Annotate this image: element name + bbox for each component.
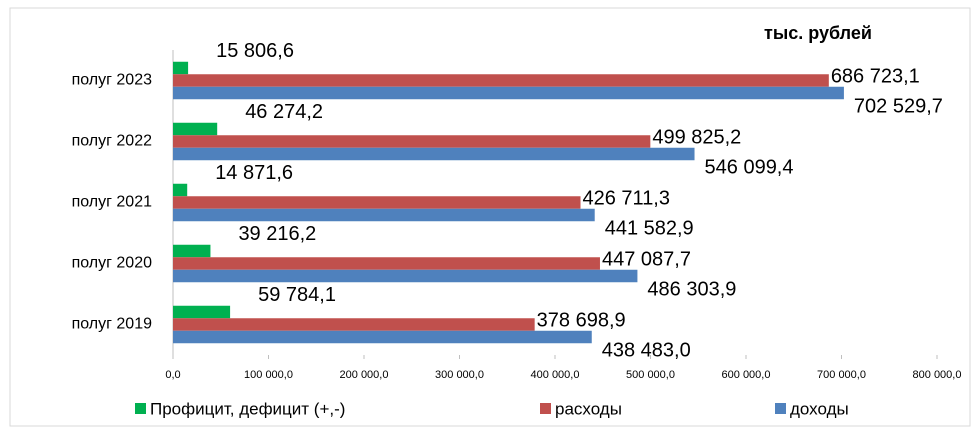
x-tick-label: 700 000,0 — [817, 369, 866, 381]
bar — [173, 208, 595, 222]
value-label: 686 723,1 — [831, 66, 920, 88]
x-tick-label: 300 000,0 — [435, 369, 484, 381]
value-label: 378 698,9 — [537, 310, 626, 332]
legend-swatch — [540, 403, 551, 414]
bar — [173, 305, 231, 319]
legend-label: Профицит, дефицит (+,-) — [150, 399, 345, 418]
y-tick-label: полуг 2020 — [72, 255, 153, 272]
bar — [173, 122, 218, 136]
bar — [173, 330, 592, 344]
legend-swatch — [135, 403, 146, 414]
value-label: 59 784,1 — [258, 284, 336, 306]
bar — [173, 183, 188, 197]
legend-label: доходы — [790, 399, 849, 418]
bar — [173, 86, 844, 100]
y-tick-label: полуг 2023 — [72, 72, 153, 89]
bar — [173, 269, 638, 283]
y-tick-label: полуг 2021 — [72, 194, 153, 211]
legend-label: расходы — [555, 399, 622, 418]
value-label: 486 303,9 — [647, 279, 736, 301]
bar — [173, 257, 600, 270]
value-label: 499 825,2 — [652, 127, 741, 149]
x-tick-label: 200 000,0 — [340, 369, 389, 381]
x-tick-label: 400 000,0 — [531, 369, 580, 381]
value-label: 447 087,7 — [602, 249, 691, 271]
bar — [173, 196, 581, 209]
value-label: 46 274,2 — [245, 101, 323, 123]
x-tick-label: 600 000,0 — [722, 369, 771, 381]
bar — [173, 147, 695, 161]
x-tick-label: 500 000,0 — [626, 369, 675, 381]
y-tick-label: полуг 2022 — [72, 133, 153, 150]
value-label: 546 099,4 — [705, 157, 794, 179]
value-label: 39 216,2 — [238, 223, 316, 245]
x-tick-label: 100 000,0 — [244, 369, 293, 381]
bar — [173, 61, 189, 75]
y-tick-label: полуг 2019 — [72, 316, 153, 333]
bar — [173, 244, 211, 258]
value-label: 14 871,6 — [215, 162, 293, 184]
legend-swatch — [775, 403, 786, 414]
value-label: 441 582,9 — [605, 218, 694, 240]
bar — [173, 74, 829, 87]
value-label: 426 711,3 — [583, 188, 671, 210]
unit-annotation: тыс. рублей — [764, 23, 872, 43]
x-tick-label: 800 000,0 — [913, 369, 962, 381]
value-label: 702 529,7 — [854, 96, 943, 118]
value-label: 438 483,0 — [602, 340, 691, 362]
bar — [173, 318, 535, 331]
value-label: 15 806,6 — [216, 40, 294, 62]
bar — [173, 135, 651, 148]
x-tick-label: 0,0 — [165, 369, 180, 381]
